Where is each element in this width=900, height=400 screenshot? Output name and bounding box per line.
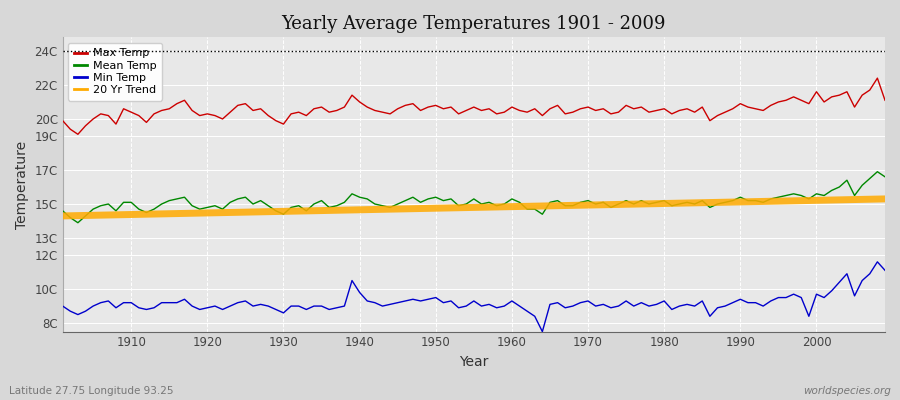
Text: Latitude 27.75 Longitude 93.25: Latitude 27.75 Longitude 93.25 xyxy=(9,386,174,396)
X-axis label: Year: Year xyxy=(459,355,489,369)
Text: worldspecies.org: worldspecies.org xyxy=(803,386,891,396)
Title: Yearly Average Temperatures 1901 - 2009: Yearly Average Temperatures 1901 - 2009 xyxy=(282,15,666,33)
Y-axis label: Temperature: Temperature xyxy=(15,140,29,228)
Legend: Max Temp, Mean Temp, Min Temp, 20 Yr Trend: Max Temp, Mean Temp, Min Temp, 20 Yr Tre… xyxy=(68,43,162,101)
